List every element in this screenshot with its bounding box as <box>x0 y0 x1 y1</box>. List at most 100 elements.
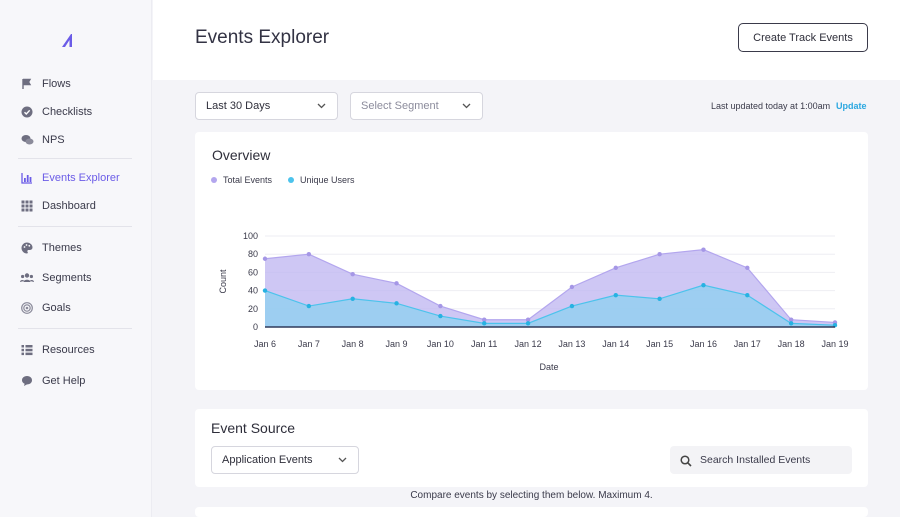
target-icon <box>20 301 34 315</box>
page-title: Events Explorer <box>195 27 330 48</box>
legend-item-unique-users[interactable]: Unique Users <box>288 175 355 185</box>
y-tick-label: 100 <box>243 231 258 241</box>
sidebar-item-label: Goals <box>42 302 71 314</box>
sidebar-item-label: Get Help <box>42 375 86 387</box>
x-tick-label: Jan 13 <box>558 339 585 349</box>
event-source-card: Event Source Application Events <box>195 409 868 487</box>
x-tick-label: Jan 14 <box>602 339 629 349</box>
sidebar-divider <box>18 226 132 227</box>
legend-label: Total Events <box>223 175 273 185</box>
legend-dot <box>288 177 295 183</box>
sidebar-divider <box>18 158 132 159</box>
overview-title: Overview <box>212 147 271 163</box>
y-tick-label: 20 <box>248 304 258 314</box>
sidebar-item-label: Segments <box>42 272 92 284</box>
sidebar-item-label: Dashboard <box>42 200 96 212</box>
x-tick-label: Jan 12 <box>515 339 542 349</box>
palette-icon <box>20 241 34 255</box>
overview-card: Overview Total Events Unique Users 0 20 40… <box>195 132 868 390</box>
segment-placeholder: Select Segment <box>361 100 439 112</box>
series-area-unique-users <box>265 285 835 327</box>
y-tick-label: 0 <box>253 322 258 332</box>
overview-chart: 0 20 40 60 80 100 Jan 6 Jan 7 Jan 8 Jan 9 Jan 10 Ja… <box>218 231 849 372</box>
sidebar-item-checklists[interactable]: Checklists <box>20 101 92 123</box>
create-track-events-button[interactable]: Create Track Events <box>738 23 868 52</box>
legend-dot <box>211 177 217 183</box>
search-icon <box>680 454 692 467</box>
data-point <box>745 265 750 271</box>
chevron-down-icon <box>338 455 348 465</box>
sidebar-item-get-help[interactable]: Get Help <box>20 370 85 392</box>
x-tick-label: Jan 6 <box>254 339 276 349</box>
x-axis-label: Date <box>539 362 558 372</box>
data-point <box>306 303 312 309</box>
sidebar-item-events-explorer[interactable]: Events Explorer <box>20 167 120 189</box>
sidebar-item-nps[interactable]: NPS <box>20 129 65 151</box>
data-point <box>657 296 662 301</box>
chevron-down-icon <box>317 101 327 111</box>
event-type-select[interactable]: Application Events <box>211 446 359 474</box>
x-tick-label: Jan 15 <box>646 339 673 349</box>
bar-chart-icon <box>20 171 34 185</box>
series-line-unique-users <box>264 284 836 326</box>
data-point <box>306 252 312 257</box>
x-tick-label: Jan 16 <box>690 339 717 349</box>
data-point <box>262 288 268 293</box>
x-tick-label: Jan 10 <box>427 339 454 349</box>
x-tick-label: Jan 7 <box>298 339 320 349</box>
x-tick-label: Jan 17 <box>734 339 761 349</box>
legend-item-total-events[interactable]: Total Events <box>211 175 272 185</box>
update-link[interactable]: Update <box>836 101 867 111</box>
sidebar-item-label: Resources <box>42 344 95 356</box>
sidebar-item-segments[interactable]: Segments <box>20 267 92 289</box>
y-axis-label: Count <box>218 269 228 294</box>
x-tick-label: Jan 9 <box>386 339 408 349</box>
sidebar-item-label: Checklists <box>42 106 93 118</box>
data-point <box>525 321 531 326</box>
last-updated-text: Last updated today at 1:00am <box>711 101 831 111</box>
events-list-card <box>195 507 868 517</box>
search-events-input[interactable] <box>700 454 840 466</box>
data-point <box>438 303 443 309</box>
data-point <box>569 284 575 290</box>
sidebar-item-resources[interactable]: Resources <box>20 339 95 361</box>
sidebar-item-dashboard[interactable]: Dashboard <box>20 195 96 217</box>
event-source-title: Event Source <box>211 420 296 436</box>
sidebar-item-goals[interactable]: Goals <box>20 297 71 319</box>
y-tick-label: 60 <box>248 267 258 277</box>
data-point <box>569 303 575 309</box>
flag-icon <box>20 77 34 91</box>
data-point <box>788 321 794 326</box>
x-tick-label: Jan 11 <box>471 339 497 349</box>
sidebar: Flows Checklists NPS Events Explorer Das… <box>0 0 152 517</box>
app-logo[interactable] <box>60 32 78 48</box>
page-header: Events Explorer Create Track Events <box>153 0 900 80</box>
chat-bubbles-icon <box>20 133 34 147</box>
data-point <box>613 265 618 271</box>
sidebar-item-label: NPS <box>42 134 65 146</box>
data-point <box>394 281 399 286</box>
event-type-value: Application Events <box>222 454 313 466</box>
grid-icon <box>20 199 34 213</box>
list-icon <box>20 343 34 357</box>
data-point <box>350 296 355 301</box>
search-events-box[interactable] <box>670 446 852 474</box>
sidebar-item-themes[interactable]: Themes <box>20 237 82 259</box>
data-point <box>657 252 662 257</box>
data-point <box>788 317 794 322</box>
date-range-value: Last 30 Days <box>206 100 271 112</box>
sidebar-item-flows[interactable]: Flows <box>20 73 71 95</box>
chart-legend: Total Events Unique Users <box>211 175 371 185</box>
segment-select[interactable]: Select Segment <box>350 92 483 120</box>
series-line-total-events <box>264 249 836 324</box>
data-point <box>613 292 618 298</box>
y-tick-label: 80 <box>248 249 258 259</box>
data-point <box>394 301 399 306</box>
x-tick-label: Jan 18 <box>778 339 805 349</box>
check-circle-icon <box>20 105 34 119</box>
sidebar-item-label: Flows <box>42 78 71 90</box>
date-range-select[interactable]: Last 30 Days <box>195 92 338 120</box>
sidebar-item-label: Themes <box>42 242 82 254</box>
legend-label: Unique Users <box>300 175 355 185</box>
chevron-down-icon <box>462 101 472 111</box>
